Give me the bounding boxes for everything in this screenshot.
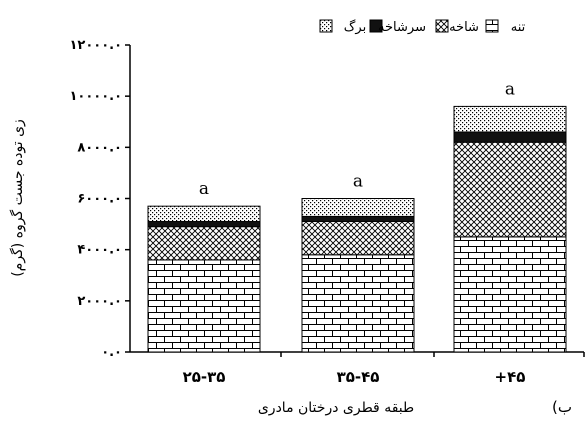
bar-segment xyxy=(453,105,567,133)
legend-swatch-twig xyxy=(369,19,383,33)
legend: برگ سرشاخه شاخه تنه xyxy=(319,18,526,35)
legend-label-leaf: برگ xyxy=(344,18,366,35)
bar-segment xyxy=(301,215,415,223)
legend-label-stem: تنه xyxy=(511,20,526,35)
bar-segment xyxy=(147,221,261,228)
y-tick-label: ۴۰۰۰.۰ xyxy=(77,243,122,258)
significance-label: a xyxy=(505,79,515,99)
significance-label: a xyxy=(199,179,209,199)
legend-item-branch: شاخه xyxy=(435,19,479,35)
bar-segment xyxy=(147,226,261,261)
bar-segment xyxy=(301,198,415,217)
legend-item-twig: سرشاخه xyxy=(369,19,426,35)
bar-segment xyxy=(453,141,567,238)
bar-segment xyxy=(147,259,261,353)
bar-segment xyxy=(147,205,261,223)
legend-item-stem: تنه xyxy=(485,19,526,35)
significance-label: a xyxy=(353,172,363,192)
significance-label-group: a a a xyxy=(199,79,515,199)
y-tick-label: ۱۲۰۰۰.۰ xyxy=(69,38,122,53)
legend-label-branch: شاخه xyxy=(449,20,479,35)
x-tick-label: +۴۵ xyxy=(495,368,526,386)
bar-segment xyxy=(453,236,567,353)
bar-group xyxy=(147,105,567,353)
y-tick-label: ۸۰۰۰.۰ xyxy=(77,140,122,155)
y-axis-title: زی توده جست گروه (گرم) xyxy=(9,119,26,277)
legend-swatch-branch xyxy=(435,19,449,33)
bar-segment xyxy=(301,254,415,353)
x-tick-label: ۳۵-۴۵ xyxy=(337,368,380,386)
legend-label-twig: سرشاخه xyxy=(378,20,426,35)
y-tick-label: ۲۰۰۰.۰ xyxy=(77,294,122,309)
panel-label: (ب xyxy=(552,398,572,416)
legend-swatch-leaf xyxy=(319,19,333,33)
legend-item-leaf: برگ xyxy=(319,18,366,35)
y-tick-label: ۱۰۰۰۰.۰ xyxy=(69,89,122,104)
x-tick-group: ۲۵-۳۵ ۳۵-۴۵ +۴۵ xyxy=(183,352,585,386)
x-tick-label: ۲۵-۳۵ xyxy=(183,368,226,386)
y-tick-label: ۰.۰ xyxy=(101,345,122,360)
bar-segment xyxy=(301,221,415,256)
legend-swatch-stem xyxy=(485,19,499,33)
y-tick-group: ۰.۰ ۲۰۰۰.۰ ۴۰۰۰.۰ ۶۰۰۰.۰ ۸۰۰۰.۰ ۱۰۰۰۰.۰ ۱۲۰۰۰.… xyxy=(69,38,130,360)
y-tick-label: ۶۰۰۰.۰ xyxy=(77,192,122,207)
bar-segment xyxy=(453,131,567,143)
x-axis-title: طبقه قطری درختان مادری xyxy=(258,400,414,416)
